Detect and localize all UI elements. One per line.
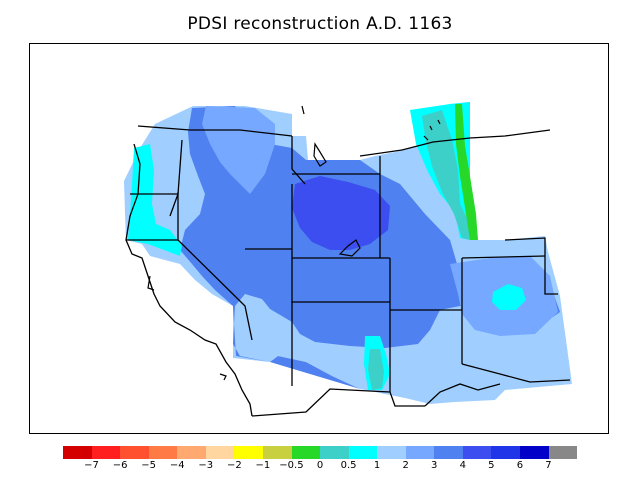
colorbar-swatch bbox=[491, 446, 520, 459]
field-teal-south bbox=[368, 349, 384, 390]
colorbar-label: −5 bbox=[141, 460, 157, 471]
colorbar-label: −6 bbox=[112, 460, 128, 471]
colorbar-label: −3 bbox=[198, 460, 214, 471]
colorbar-label: 5 bbox=[488, 460, 495, 471]
field-mid-blue-north bbox=[202, 106, 275, 194]
border-mexico bbox=[251, 388, 425, 417]
field-blue bbox=[180, 106, 560, 389]
colorbar-label: −2 bbox=[226, 460, 242, 471]
map-small-features bbox=[147, 105, 441, 381]
colorbar-swatch bbox=[63, 446, 92, 459]
colorbar-label: −1 bbox=[255, 460, 271, 471]
lake-marks-wy bbox=[338, 239, 361, 257]
colorbar-label: 2 bbox=[402, 460, 409, 471]
pdsi-map bbox=[124, 102, 572, 417]
colorbar-label: 4 bbox=[459, 460, 466, 471]
colorbar-swatch bbox=[377, 446, 406, 459]
colorbar-label: 1 bbox=[373, 460, 381, 471]
colorbar-swatch bbox=[91, 446, 121, 459]
pdsi-field bbox=[124, 102, 572, 404]
colorbar-swatch bbox=[177, 446, 206, 459]
colorbar-label: 0.5 bbox=[340, 460, 357, 471]
colorbar-swatch bbox=[291, 446, 321, 459]
lake-marks-ne bbox=[423, 119, 441, 141]
colorbar-swatch bbox=[205, 446, 235, 459]
colorbar-swatch bbox=[120, 446, 149, 459]
great-salt-lake bbox=[313, 142, 327, 167]
pdsi-colorbar-labels: −7 −6 −5 −4 −3 −2 −1 −0.5 0 0.5 1 2 3 4 5 6 7 bbox=[63, 460, 577, 474]
colorbar-swatch bbox=[348, 446, 378, 459]
colorbar-label: −4 bbox=[169, 460, 185, 471]
map-title: PDSI reconstruction A.D. 1163 bbox=[187, 14, 453, 34]
border-ok-tx bbox=[461, 363, 571, 383]
border-ne-ks bbox=[504, 237, 546, 256]
colorbar-label: −0.5 bbox=[279, 460, 304, 471]
pdsi-colorbar bbox=[63, 446, 578, 459]
field-deep-blue-core bbox=[292, 176, 390, 250]
border-ca-nv bbox=[177, 192, 253, 341]
colorbar-swatch bbox=[548, 446, 578, 459]
border-ok-ar bbox=[544, 256, 558, 295]
field-cyan-southeast bbox=[492, 284, 526, 310]
map-outlines bbox=[125, 125, 571, 417]
colorbar-swatch bbox=[320, 446, 349, 459]
island-marks-west bbox=[147, 275, 155, 291]
coastline-pacific bbox=[125, 143, 253, 417]
map-frame bbox=[29, 43, 609, 434]
island-marks-south bbox=[219, 373, 227, 381]
border-id-mt bbox=[291, 136, 306, 185]
colorbar-label: 0 bbox=[316, 460, 324, 471]
colorbar-swatch bbox=[234, 446, 263, 459]
colorbar-label: 3 bbox=[431, 460, 438, 471]
field-green-northeast bbox=[455, 104, 478, 240]
field-cyan-west bbox=[128, 144, 182, 256]
lake-mark-north bbox=[301, 105, 305, 115]
colorbar-swatch bbox=[520, 446, 549, 459]
canada-border bbox=[137, 125, 293, 137]
border-ks-ok bbox=[461, 255, 546, 259]
colorbar-label: −7 bbox=[84, 460, 99, 471]
colorbar-swatch bbox=[148, 446, 178, 459]
colorbar-swatch bbox=[462, 446, 492, 459]
canada-border-east bbox=[359, 129, 551, 157]
border-tx-south bbox=[424, 383, 501, 407]
colorbar-swatch bbox=[434, 446, 463, 459]
colorbar-label: 6 bbox=[516, 460, 524, 471]
colorbar-label: 7 bbox=[545, 460, 552, 471]
colorbar-swatch bbox=[405, 446, 435, 459]
colorbar-swatch bbox=[262, 446, 292, 459]
